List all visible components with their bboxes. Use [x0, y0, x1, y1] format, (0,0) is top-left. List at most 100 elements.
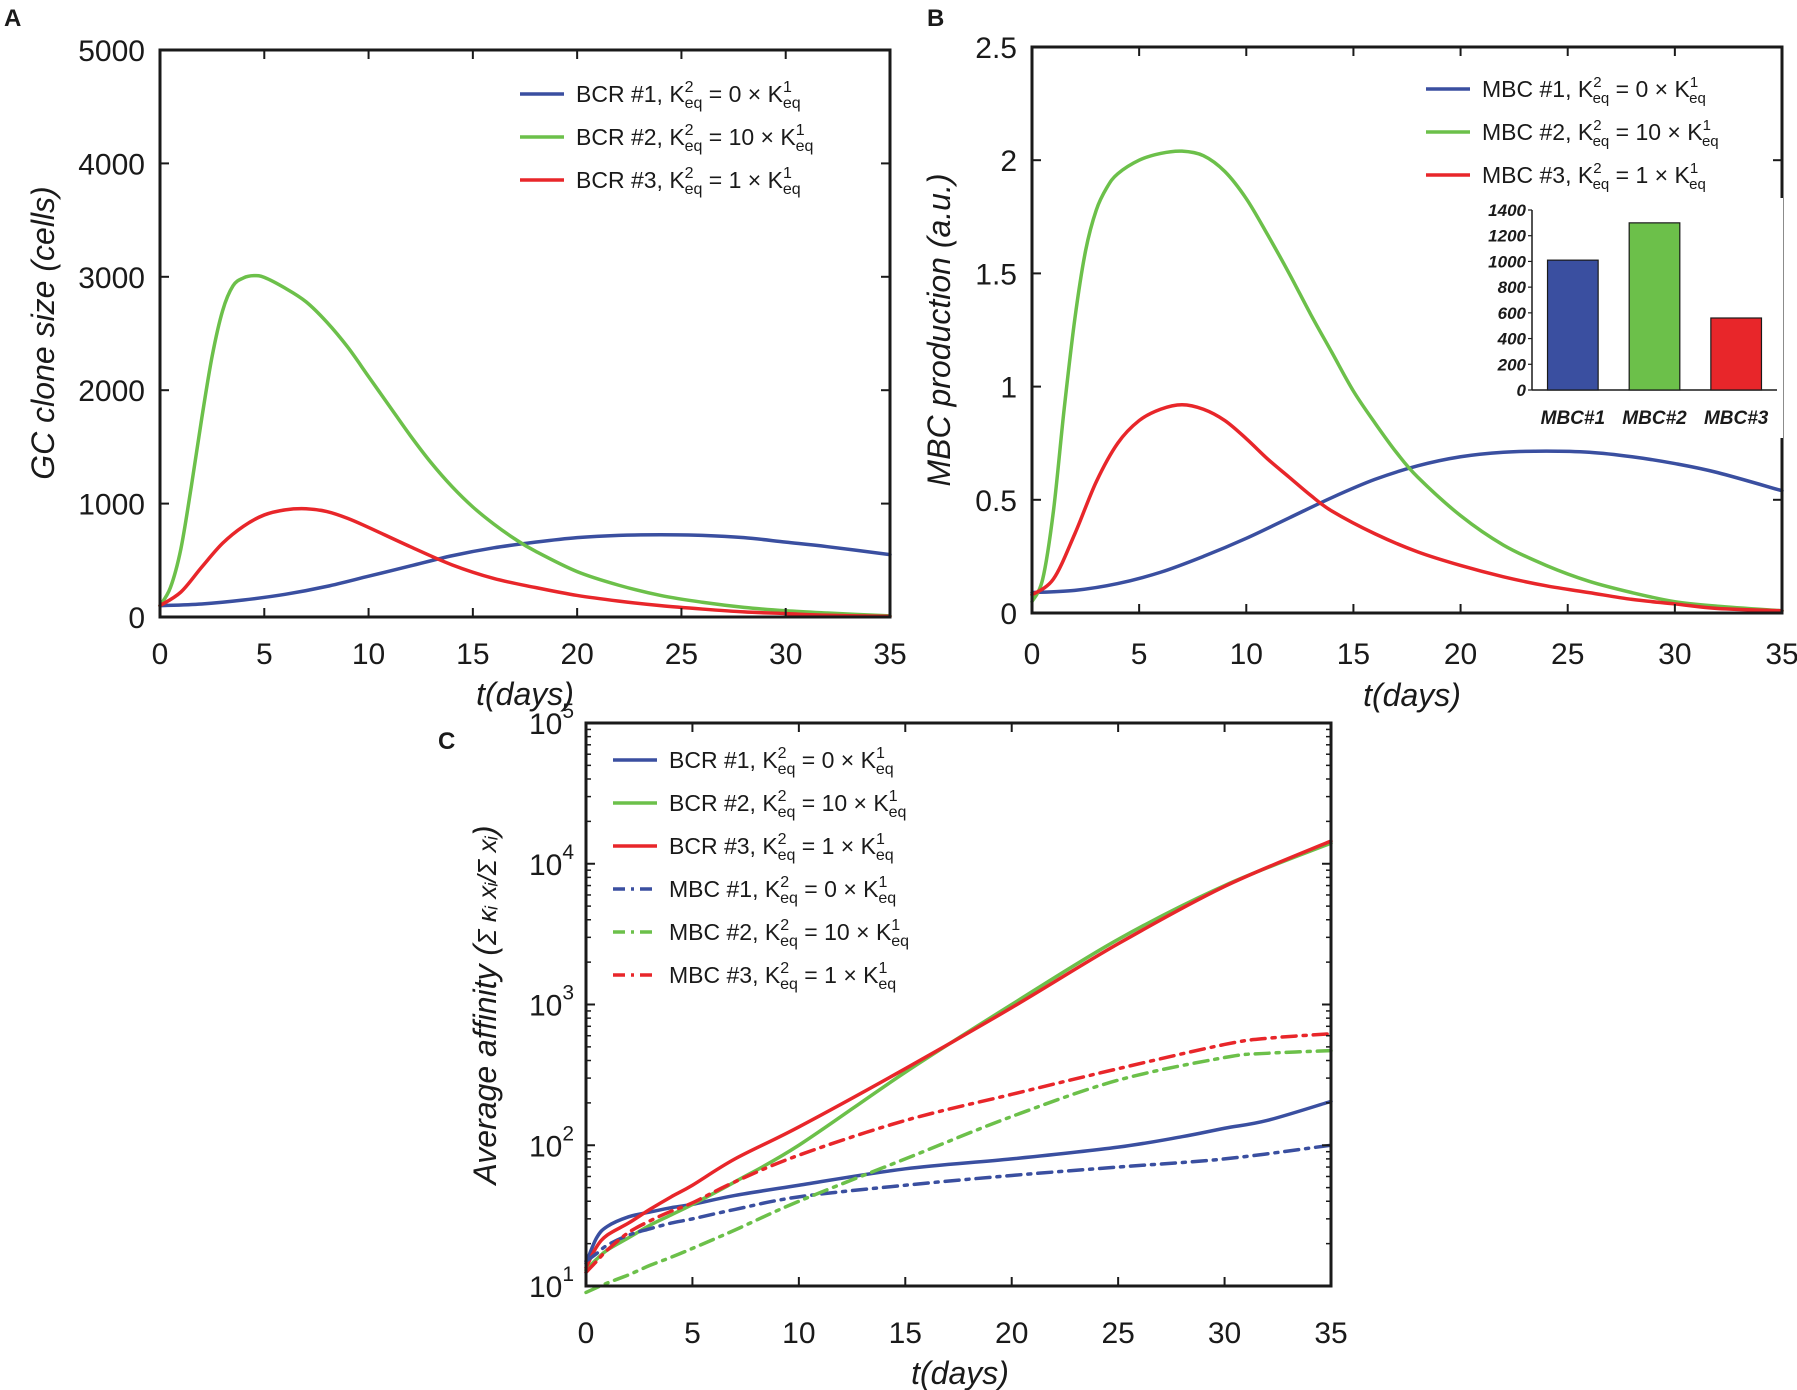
legend-entry-c-4: MBC #1, K2 eq = 0 × K1 eq	[613, 874, 896, 907]
y-tick-label: 2.5	[975, 32, 1017, 65]
panel-a-xlabel: t(days)	[476, 676, 574, 712]
panel-a-ylabel: GC clone size (cells)	[25, 186, 61, 479]
panel-c-xlabel: t(days)	[911, 1355, 1009, 1390]
x-tick-label: 35	[1314, 1317, 1347, 1350]
panel-a: A 0 5 10 15 20 25 30 35 0 1000 2000 3000 4000 5000 t(…	[4, 5, 907, 712]
inset-y-tick-label: 400	[1497, 330, 1527, 349]
x-tick-label: 0	[578, 1317, 595, 1350]
series-line-mbc-1	[1030, 449, 1784, 595]
panel-c-legend: BCR #1, K2 eq = 0 × K1 eq BCR #2, K2 eq = 10…	[613, 745, 909, 993]
panel-b-legend: MBC #1, K2 eq = 0 × K1 eq MBC #2, K2 eq = 10…	[1426, 74, 1719, 193]
legend-label: MBC #2, K2 eq = 10 × K1 eq	[669, 917, 909, 950]
y-tick-label: 0.5	[975, 485, 1017, 518]
x-tick-label: 30	[1658, 638, 1691, 671]
inset-y-tick-label: 800	[1498, 278, 1527, 297]
series-line-mbc-2-dashed	[584, 1048, 1333, 1295]
legend-label: BCR #2, K2 eq = 10 × K1 eq	[576, 122, 813, 155]
panel-c-ylabel: Average affinity (Σ κᵢ xᵢ/Σ xᵢ)	[467, 826, 503, 1187]
legend-entry-c-1: BCR #1, K2 eq = 0 × K1 eq	[613, 745, 894, 778]
inset-category-label: MBC#3	[1704, 408, 1769, 429]
inset-category-label: MBC#1	[1541, 408, 1605, 429]
series-line-mbc-3-dashed	[584, 1031, 1333, 1275]
y-tick-label: 3000	[78, 262, 145, 295]
panel-c-ylabel-close: )	[467, 826, 503, 841]
panel-b-ylabel: MBC production (a.u.)	[921, 173, 957, 486]
y-tick-label: 102	[529, 1122, 574, 1163]
inset-y-tick-label: 1200	[1488, 227, 1526, 246]
legend-label: MBC #3, K2 eq = 1 × K1 eq	[1482, 160, 1706, 193]
legend-entry-a-3: BCR #3, K2 eq = 1 × K1 eq	[520, 165, 801, 198]
legend-entry-c-6: MBC #3, K2 eq = 1 × K1 eq	[613, 960, 896, 993]
series-line-bcr-1	[158, 533, 892, 608]
y-tick-label: 0	[128, 602, 145, 635]
legend-entry-c-5: MBC #2, K2 eq = 10 × K1 eq	[613, 917, 909, 950]
series-line-bcr-2	[158, 273, 892, 618]
panel-b-inset-bar-chart: 0 200 400 600 800 1000 1200 1400 MBC#1 MBC#2 MBC#3	[1474, 198, 1783, 438]
legend-label: BCR #3, K2 eq = 1 × K1 eq	[576, 165, 801, 198]
panel-a-legend: BCR #1, K2 eq = 0 × K1 eq BCR #2, K2 eq = 10…	[520, 79, 813, 198]
inset-bar-mbc2	[1628, 222, 1681, 391]
legend-label: MBC #1, K2 eq = 0 × K1 eq	[669, 874, 896, 907]
panel-c-letter: C	[438, 728, 455, 755]
inset-y-tick-label: 1400	[1488, 201, 1526, 220]
y-tick-label: 4000	[78, 148, 145, 181]
series-line-mbc-3	[1030, 402, 1784, 613]
y-tick-label: 1.5	[975, 258, 1017, 291]
legend-entry-a-2: BCR #2, K2 eq = 10 × K1 eq	[520, 122, 813, 155]
x-tick-label: 0	[1024, 638, 1041, 671]
legend-entry-b-3: MBC #3, K2 eq = 1 × K1 eq	[1426, 160, 1706, 193]
panel-a-letter: A	[4, 5, 21, 32]
y-tick-label: 105	[529, 700, 574, 741]
inset-y-tick-label: 600	[1498, 304, 1527, 323]
legend-label: BCR #2, K2 eq = 10 × K1 eq	[669, 788, 906, 821]
legend-label: MBC #2, K2 eq = 10 × K1 eq	[1482, 117, 1719, 150]
legend-entry-b-1: MBC #1, K2 eq = 0 × K1 eq	[1426, 74, 1706, 107]
inset-bar-mbc1	[1546, 259, 1599, 391]
inset-category-label: MBC#2	[1622, 408, 1687, 429]
series-line-bcr-2	[584, 841, 1333, 1272]
inset-y-tick-label: 0	[1517, 381, 1527, 400]
legend-label: BCR #1, K2 eq = 0 × K1 eq	[576, 79, 801, 112]
legend-label: MBC #3, K2 eq = 1 × K1 eq	[669, 960, 896, 993]
y-tick-label: 104	[529, 841, 574, 882]
inset-y-tick-label: 1000	[1488, 252, 1526, 271]
x-tick-label: 0	[152, 638, 169, 671]
y-tick-label: 103	[529, 982, 574, 1023]
series-line-mbc-2	[1030, 149, 1784, 613]
panel-c-ylabel-main: Average affinity (	[467, 942, 503, 1187]
legend-entry-a-1: BCR #1, K2 eq = 0 × K1 eq	[520, 79, 801, 112]
legend-entry-b-2: MBC #2, K2 eq = 10 × K1 eq	[1426, 117, 1719, 150]
x-tick-label: 5	[256, 638, 273, 671]
x-tick-label: 35	[1765, 638, 1797, 671]
y-tick-label: 0	[1000, 598, 1017, 631]
x-tick-label: 30	[769, 638, 802, 671]
legend-label: MBC #1, K2 eq = 0 × K1 eq	[1482, 74, 1706, 107]
legend-entry-c-3: BCR #3, K2 eq = 1 × K1 eq	[613, 831, 894, 864]
inset-y-tick-label: 200	[1497, 355, 1527, 374]
x-tick-label: 20	[560, 638, 593, 671]
x-tick-label: 30	[1208, 1317, 1241, 1350]
x-tick-label: 15	[889, 1317, 922, 1350]
legend-label: BCR #3, K2 eq = 1 × K1 eq	[669, 831, 894, 864]
y-tick-label: 101	[529, 1263, 574, 1304]
y-tick-label: 5000	[78, 35, 145, 68]
series-line-bcr-3	[584, 839, 1333, 1270]
y-tick-label: 2	[1000, 145, 1017, 178]
x-tick-label: 25	[1101, 1317, 1134, 1350]
panel-b: B 0 5 10 15 20 25 30 35 0 0.5 1 1.5 2 2.5 t(days) MBC…	[921, 5, 1797, 713]
inset-bar-mbc3	[1710, 317, 1763, 391]
series-line-bcr-1	[584, 1099, 1333, 1266]
x-tick-label: 15	[456, 638, 489, 671]
series-line-bcr-3	[158, 506, 892, 619]
y-tick-label: 1	[1000, 372, 1017, 405]
x-tick-label: 10	[352, 638, 385, 671]
legend-entry-c-2: BCR #2, K2 eq = 10 × K1 eq	[613, 788, 906, 821]
x-tick-label: 5	[684, 1317, 701, 1350]
x-tick-label: 25	[665, 638, 698, 671]
x-tick-label: 15	[1337, 638, 1370, 671]
panel-a-axes-box	[158, 48, 892, 619]
panel-b-xlabel: t(days)	[1363, 677, 1461, 713]
y-tick-label: 2000	[78, 375, 145, 408]
panel-c-ylabel-formula: Σ κᵢ xᵢ/Σ xᵢ	[472, 835, 502, 946]
